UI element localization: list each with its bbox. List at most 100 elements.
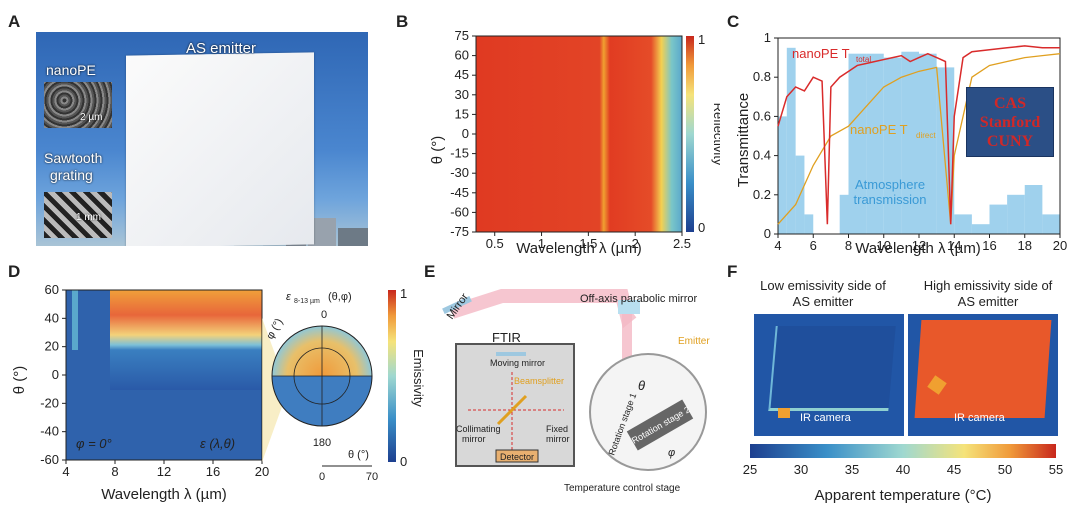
series-direct-line <box>777 53 1061 225</box>
b-xtick-label: 2.5 <box>673 236 691 251</box>
detector-label: Detector <box>500 452 534 462</box>
c-ytick-label: 0 <box>764 226 771 241</box>
emissivity-heatmap-band <box>110 290 262 390</box>
high-title-2: AS emitter <box>958 294 1019 309</box>
temp-colorbar <box>750 444 1056 458</box>
collimating-label-2: mirror <box>462 434 486 444</box>
d-ytick-label: 20 <box>45 339 59 354</box>
d-cbar-label: Emissivity <box>411 349 426 407</box>
phi-text: φ = 0° <box>76 436 112 451</box>
ftir-label: FTIR <box>492 330 521 345</box>
polar-bottom: 180 <box>313 437 331 449</box>
emitter-label: Emitter <box>678 336 710 347</box>
as-emitter-title: AS emitter <box>186 40 257 57</box>
ir-image-high: IR camera <box>908 314 1058 436</box>
b-ytick-label: 30 <box>455 87 469 102</box>
ir-image-low: IR camera <box>754 314 904 436</box>
series-total-line <box>777 45 1060 225</box>
c-ytick-label: 0.4 <box>753 148 771 163</box>
c-ytick-label: 0.8 <box>753 69 771 84</box>
panel-d-label: D <box>8 262 21 281</box>
panel-c-chart: 4 6 8 10 12 14 16 18 20 0 0.2 0.4 0.6 0.8 1 nanoPE T t… <box>735 30 1067 257</box>
as-emitter-sheet <box>126 52 314 246</box>
b-xtick-label: 1 <box>538 236 545 251</box>
grating-sem-image <box>44 192 112 238</box>
b-ytick-label: -15 <box>450 146 469 161</box>
cas-stanford-cuny-logo: CAS Stanford CUNY <box>966 87 1054 157</box>
d-xtick-label: 20 <box>255 464 269 479</box>
theta-symbol: θ <box>638 378 645 393</box>
beamsplitter-label: Beamsplitter <box>514 376 564 386</box>
b-ytick-label: 60 <box>455 48 469 63</box>
atm-bar <box>971 224 990 234</box>
c-ytick-label: 1 <box>764 30 771 45</box>
c-xtick-label: 6 <box>810 238 817 253</box>
panel-c-label: C <box>727 12 740 31</box>
atm-bar <box>989 204 1008 234</box>
d-ytick-label: 40 <box>45 310 59 325</box>
polar-title-sub: 8-13 µm <box>294 298 320 305</box>
f-tick-label: 30 <box>794 462 808 477</box>
d-xtick-label: 8 <box>111 464 118 479</box>
panel-b-label: B <box>396 12 409 31</box>
reflectivity-heatmap <box>476 36 682 232</box>
d-cbar-max: 1 <box>400 286 407 301</box>
legend-direct-sub: direct <box>916 131 936 140</box>
fixed-label-2: mirror <box>546 434 570 444</box>
b-ytick-label: 15 <box>455 106 469 121</box>
atm-bar <box>786 47 796 234</box>
as-emitter-photo: AS emitter nanoPE 2 µm Sawtooth grating … <box>36 32 368 246</box>
c-xtick-label: 8 <box>845 238 852 253</box>
grating-scale: 1 mm <box>76 212 101 223</box>
eps-text: ε (λ,θ) <box>200 436 235 451</box>
rotation-stage <box>589 353 707 471</box>
atm-bar <box>883 57 902 234</box>
grating-label: grating <box>50 167 93 183</box>
d-ylabel: θ (°) <box>11 366 28 395</box>
d-xtick-label: 12 <box>157 464 171 479</box>
moving-mirror-label: Moving mirror <box>490 358 545 368</box>
b-cbar-max: 1 <box>698 32 705 47</box>
d-ytick-label: 0 <box>52 367 59 382</box>
atm-bar <box>866 53 884 235</box>
b-xtick-label: 2 <box>632 236 639 251</box>
atm-bar <box>848 53 867 235</box>
b-cbar-label: Reflectivity <box>711 103 720 166</box>
c-xtick-label: 10 <box>877 238 891 253</box>
legend-total: nanoPE T <box>792 46 850 61</box>
b-xtick-label: 1.5 <box>579 236 597 251</box>
c-xlabel: Wavelength λ (µm) <box>855 240 981 257</box>
b-ytick-label: -30 <box>450 165 469 180</box>
ircam-label-low: IR camera <box>800 412 851 424</box>
theta-tick-0: 0 <box>319 471 325 483</box>
d-ytick-label: 60 <box>45 282 59 297</box>
atm-bar <box>1024 185 1043 234</box>
panel-e-diagram: Mirror Off-axis parabolic mirror FTIR Mo… <box>442 289 710 494</box>
panel-f-titles: Low emissivity side of AS emitter High e… <box>760 278 1053 309</box>
atm-bar <box>901 51 919 234</box>
atm-bar <box>804 214 814 234</box>
d-xtick-label: 16 <box>206 464 220 479</box>
d-ytick-label: -60 <box>40 452 59 467</box>
c-xtick-label: 18 <box>1018 238 1032 253</box>
atm-bar <box>919 53 937 235</box>
phi-axis: φ (°) <box>264 317 285 342</box>
atm-bar <box>1042 214 1060 234</box>
atm-bar <box>839 194 849 234</box>
c-xtick-label: 12 <box>912 238 926 253</box>
c-xtick-label: 20 <box>1053 238 1067 253</box>
temp-stage-label: Temperature control stage <box>564 483 681 494</box>
d-cbar-min: 0 <box>400 454 407 469</box>
collimating-label-1: Collimating <box>456 424 501 434</box>
c-ytick-label: 0.6 <box>753 108 771 123</box>
b-ytick-label: -60 <box>450 204 469 219</box>
d-ytick-label: -40 <box>40 424 59 439</box>
low-title-2: AS emitter <box>793 294 854 309</box>
c-ylabel: Transmittance <box>735 93 752 187</box>
atm-bar <box>1007 194 1025 234</box>
ircam-label-high: IR camera <box>954 412 1005 424</box>
nanope-label: nanoPE <box>46 62 96 78</box>
d-colorbar <box>388 290 396 462</box>
b-ytick-label: -75 <box>450 224 469 239</box>
low-title-1: Low emissivity side of <box>760 278 886 293</box>
